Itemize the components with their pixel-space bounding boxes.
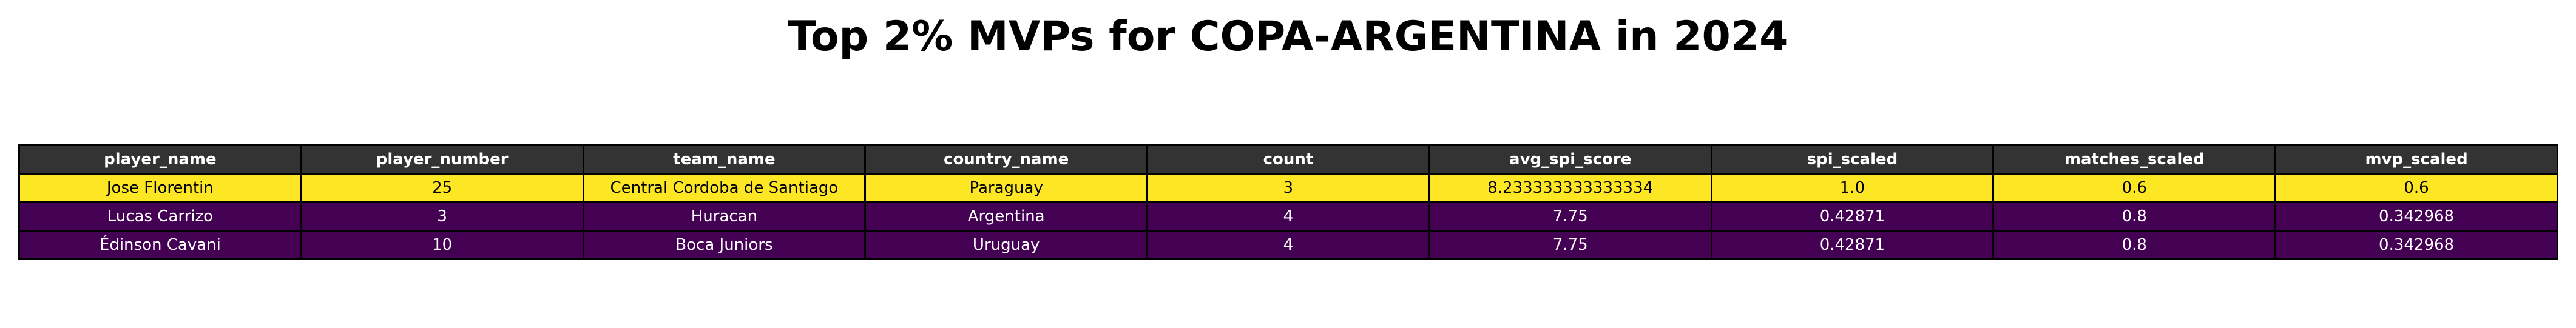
cell-player-number: 25 — [300, 173, 584, 203]
cell-team-name: Central Cordoba de Santiago — [582, 173, 867, 203]
cell-country-name: Uruguay — [864, 230, 1149, 260]
cell-spi-scaled: 0.42871 — [1710, 230, 1995, 260]
mvp-table-container: player_name player_number team_name coun… — [18, 144, 2558, 260]
cell-count: 4 — [1146, 230, 1430, 260]
table-row: Édinson Cavani 10 Boca Juniors Uruguay 4… — [18, 230, 2558, 260]
cell-spi-scaled: 0.42871 — [1710, 201, 1995, 232]
table-header: player_name player_number team_name coun… — [18, 144, 2558, 175]
column-header-team-name: team_name — [582, 144, 867, 175]
cell-team-name: Boca Juniors — [582, 230, 867, 260]
column-header-spi-scaled: spi_scaled — [1710, 144, 1995, 175]
cell-spi-scaled: 1.0 — [1710, 173, 1995, 203]
column-header-player-number: player_number — [300, 144, 584, 175]
column-header-matches-scaled: matches_scaled — [1992, 144, 2277, 175]
table-row: Jose Florentin 25 Central Cordoba de San… — [18, 173, 2558, 203]
cell-mvp-scaled: 0.342968 — [2274, 201, 2558, 232]
table-body: Jose Florentin 25 Central Cordoba de San… — [18, 173, 2558, 260]
cell-matches-scaled: 0.8 — [1992, 201, 2277, 232]
cell-mvp-scaled: 0.6 — [2274, 173, 2558, 203]
cell-count: 3 — [1146, 173, 1430, 203]
cell-player-number: 10 — [300, 230, 584, 260]
mvp-table: player_name player_number team_name coun… — [18, 144, 2558, 260]
table-row: Lucas Carrizo 3 Huracan Argentina 4 7.75… — [18, 201, 2558, 232]
cell-country-name: Argentina — [864, 201, 1149, 232]
cell-count: 4 — [1146, 201, 1430, 232]
cell-country-name: Paraguay — [864, 173, 1149, 203]
column-header-player-name: player_name — [18, 144, 302, 175]
cell-team-name: Huracan — [582, 201, 867, 232]
cell-matches-scaled: 0.8 — [1992, 230, 2277, 260]
cell-avg-spi-score: 7.75 — [1428, 230, 1712, 260]
cell-avg-spi-score: 8.233333333333334 — [1428, 173, 1712, 203]
column-header-count: count — [1146, 144, 1430, 175]
cell-player-name: Lucas Carrizo — [18, 201, 302, 232]
header-row: player_name player_number team_name coun… — [18, 144, 2558, 175]
column-header-mvp-scaled: mvp_scaled — [2274, 144, 2558, 175]
column-header-country-name: country_name — [864, 144, 1149, 175]
chart-title: Top 2% MVPs for COPA-ARGENTINA in 2024 — [788, 13, 1788, 61]
cell-player-name: Édinson Cavani — [18, 230, 302, 260]
cell-avg-spi-score: 7.75 — [1428, 201, 1712, 232]
cell-matches-scaled: 0.6 — [1992, 173, 2277, 203]
cell-player-number: 3 — [300, 201, 584, 232]
column-header-avg-spi-score: avg_spi_score — [1428, 144, 1712, 175]
cell-player-name: Jose Florentin — [18, 173, 302, 203]
cell-mvp-scaled: 0.342968 — [2274, 230, 2558, 260]
